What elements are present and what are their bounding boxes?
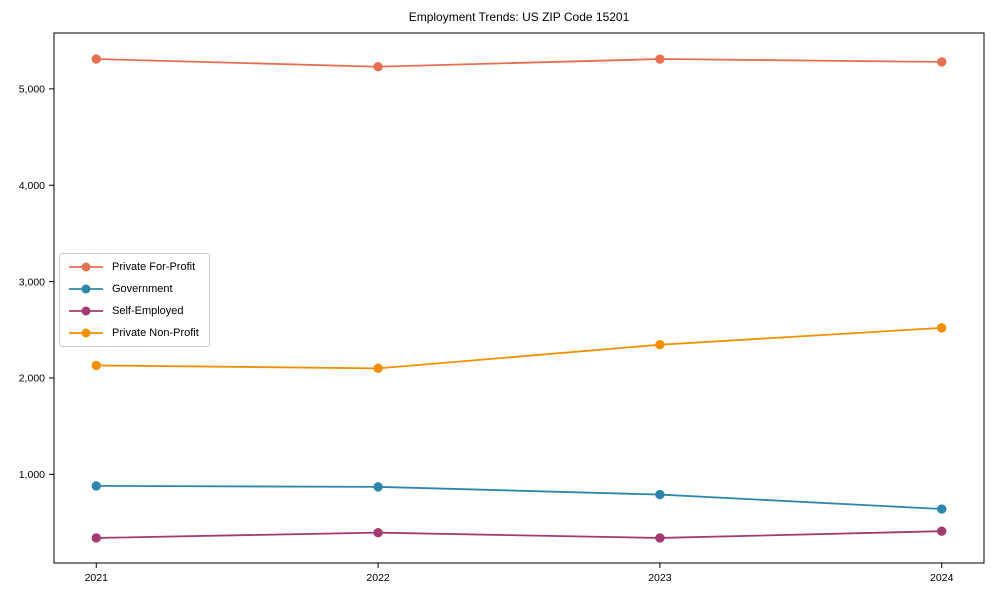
legend-label: Self-Employed — [112, 305, 184, 317]
y-axis-tick-label: 2,000 — [19, 373, 45, 385]
x-axis-tick-label: 2023 — [648, 572, 672, 584]
data-point-marker — [655, 54, 665, 64]
y-axis-tick-label: 5,000 — [19, 84, 45, 96]
series-line-self-employed — [95, 530, 943, 539]
legend: Private For-Profit Government Self-Employe… — [59, 253, 210, 347]
data-point-marker — [655, 340, 665, 350]
data-point-marker — [937, 323, 947, 333]
series-line-private-non-profit — [95, 326, 943, 370]
data-point-marker — [373, 482, 383, 492]
data-point-marker — [91, 533, 101, 543]
data-point-marker — [373, 62, 383, 72]
data-point-marker — [937, 57, 947, 67]
legend-item: Private For-Profit — [68, 260, 199, 274]
legend-label: Government — [112, 283, 173, 295]
y-axis-tick-label: 4,000 — [19, 180, 45, 192]
legend-item: Self-Employed — [68, 304, 199, 318]
legend-line-marker-swatch — [69, 328, 103, 338]
legend-marker — [81, 284, 91, 294]
legend-marker — [81, 262, 91, 272]
data-point-marker — [373, 363, 383, 374]
data-point-marker — [373, 527, 383, 538]
data-point-marker — [91, 54, 101, 64]
x-axis-tick-label: 2024 — [930, 572, 954, 584]
series-line-government — [95, 485, 943, 510]
plot-border — [53, 32, 985, 564]
data-point-marker — [655, 489, 665, 500]
legend-line-marker-swatch — [69, 262, 103, 272]
legend-marker — [81, 328, 91, 338]
legend-item: Private Non-Profit — [68, 326, 199, 340]
y-axis-tick-label: 3,000 — [19, 276, 45, 288]
series-line-private-for-profit — [95, 58, 943, 68]
legend-marker — [81, 306, 91, 316]
y-axis-tick-label: 1,000 — [19, 469, 45, 481]
data-point-marker — [937, 526, 947, 536]
data-point-marker — [655, 533, 665, 543]
chart-title: Employment Trends: US ZIP Code 15201 — [408, 10, 630, 24]
x-axis-tick-label: 2022 — [366, 572, 390, 584]
legend-line-marker-swatch — [69, 284, 103, 294]
legend-item: Government — [68, 282, 199, 296]
data-point-marker — [91, 360, 101, 371]
data-point-marker — [937, 504, 947, 514]
legend-label: Private For-Profit — [112, 261, 196, 273]
data-point-marker — [91, 481, 101, 491]
x-axis-tick-label: 2021 — [85, 572, 109, 584]
legend-label: Private Non-Profit — [112, 327, 199, 339]
legend-line-marker-swatch — [69, 306, 103, 316]
